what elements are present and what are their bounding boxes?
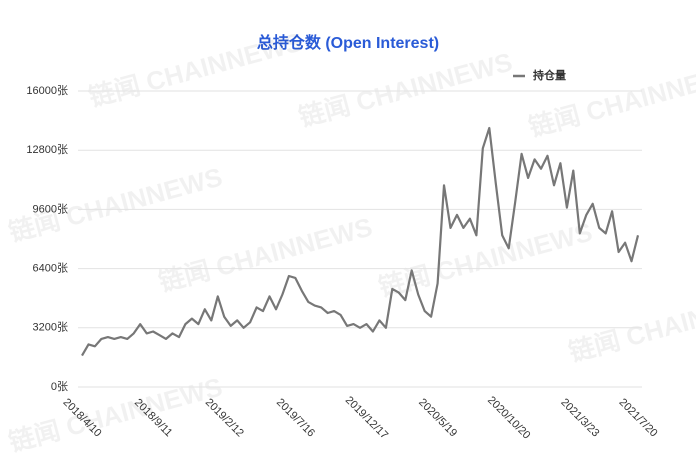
watermark: 链闻 CHAINNEWS bbox=[86, 27, 306, 113]
x-tick-label: 2019/12/17 bbox=[343, 394, 390, 441]
x-tick-label: 2020/10/20 bbox=[485, 394, 532, 441]
x-tick-label: 2019/2/12 bbox=[203, 396, 246, 439]
legend-label: 持仓量 bbox=[533, 68, 566, 82]
x-tick-label: 2020/5/19 bbox=[416, 396, 459, 439]
watermark: 链闻 CHAINNEWS bbox=[156, 212, 376, 298]
x-tick-label: 2019/7/16 bbox=[274, 396, 317, 439]
x-tick-label: 2021/7/20 bbox=[617, 396, 660, 439]
x-tick-label: 2021/3/23 bbox=[558, 396, 601, 439]
y-tick-label: 3200张 bbox=[33, 321, 68, 334]
watermark: 链闻 CHAINNEWS bbox=[6, 372, 226, 455]
data-line bbox=[81, 126, 640, 357]
watermark: 链闻 CHAINNEWS bbox=[296, 47, 516, 133]
chart-title: 总持仓数 (Open Interest) bbox=[257, 33, 439, 52]
y-tick-label: 0张 bbox=[51, 380, 68, 393]
y-tick-label: 9600张 bbox=[33, 202, 68, 215]
watermark: 链闻 CHAINNEWS bbox=[566, 282, 696, 368]
y-tick-label: 16000张 bbox=[26, 84, 68, 97]
y-tick-label: 6400张 bbox=[33, 262, 68, 275]
y-tick-label: 12800张 bbox=[26, 143, 68, 156]
